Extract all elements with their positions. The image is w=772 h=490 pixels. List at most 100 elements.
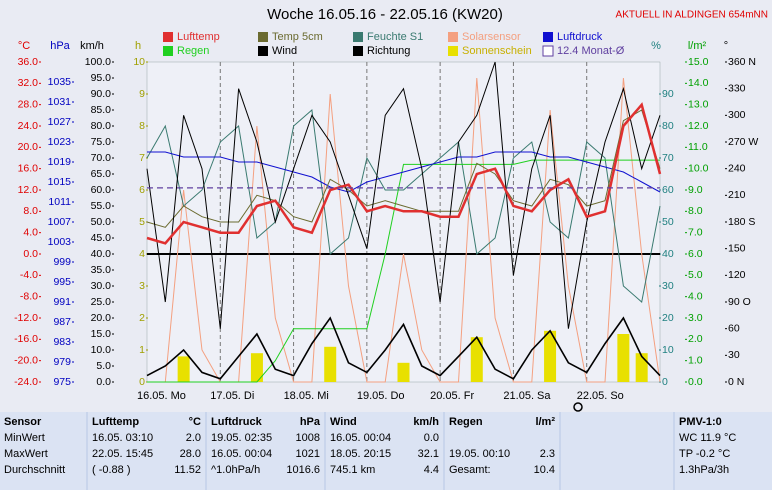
y-tick-label: 0.0: [688, 376, 703, 388]
y-tick-label: 20.0: [18, 141, 39, 153]
axis-unit: °: [724, 40, 728, 52]
series-line: [147, 151, 661, 193]
table-row: 19.05. 00:10 2.3: [449, 446, 555, 462]
x-tick-label: 18.05. Mi: [284, 390, 329, 402]
y-tick-label: 0: [662, 376, 668, 388]
table-row: Gesamt: 10.4: [449, 462, 555, 478]
table-column: Regen l/m² 19.05. 00:10 2.3 Gesamt: 10.4: [445, 412, 559, 490]
table-cell: 745.1 km: [330, 464, 376, 476]
y-tick-label: 9.0: [688, 184, 703, 196]
y-tick-label: 7: [139, 152, 145, 164]
y-tick-label: 1007: [48, 216, 72, 228]
y-tick-label: 32.0: [18, 77, 39, 89]
series-line: [146, 316, 661, 380]
table-cell: Gesamt:: [449, 464, 491, 476]
legend-swatch: [258, 46, 268, 56]
y-tick-label: 6: [139, 184, 145, 196]
y-tick-label: 65.0: [91, 168, 112, 180]
y-tick-label: 330: [728, 82, 746, 94]
y-tick-label: 30: [728, 349, 740, 361]
table-cell: ^1.0hPa/h: [211, 464, 261, 476]
y-tick-label: 70: [662, 152, 674, 164]
y-tick-label: 100.0: [85, 56, 111, 68]
y-tick-label: 25.0: [91, 296, 112, 308]
y-tick-label: 270 W: [728, 136, 758, 148]
table-row: MaxWert: [4, 446, 82, 462]
y-tick-label: 987: [53, 316, 71, 328]
y-tick-label: 8.0: [688, 205, 703, 217]
axis-unit: %: [651, 40, 661, 52]
legend-swatch: [448, 46, 458, 56]
x-tick-label: 20.05. Fr: [430, 390, 474, 402]
legend-label: Lufttemp: [177, 31, 220, 43]
y-tick-label: 1: [139, 344, 145, 356]
x-tick-label: 16.05. Mo: [137, 390, 186, 402]
axis-unit: h: [135, 40, 141, 52]
y-tick-label: 2.0: [688, 333, 703, 345]
bar: [617, 334, 630, 382]
y-tick-label: 70.0: [91, 152, 112, 164]
legend-swatch: [353, 32, 363, 42]
table-header: PMV-1:0: [679, 414, 768, 430]
table-row: Durchschnitt: [4, 462, 82, 478]
x-tick-label: 17.05. Di: [210, 390, 254, 402]
y-tick-label: 999: [53, 256, 71, 268]
y-tick-label: 12.0: [688, 120, 709, 132]
y-tick-label: -8.0: [20, 290, 38, 302]
y-tick-label: 60: [728, 322, 740, 334]
y-tick-label: 40: [662, 248, 674, 260]
table-row: 16.05. 00:04 1021: [211, 446, 320, 462]
y-tick-label: 40.0: [91, 248, 112, 260]
table-cell: 0.0: [423, 432, 439, 444]
table-cell: 1.3hPa/3h: [679, 464, 730, 476]
y-tick-label: 0: [139, 376, 145, 388]
y-tick-label: 120: [728, 269, 746, 281]
table-row: 22.05. 15:45 28.0: [92, 446, 201, 462]
y-tick-label: 36.0: [18, 56, 39, 68]
table-cell: 1008: [295, 432, 320, 444]
table-cell: MaxWert: [4, 448, 48, 460]
table-row: WC 11.9 °C: [679, 430, 768, 446]
table-cell: Durchschnitt: [4, 464, 66, 476]
table-column: Luftdruck hPa 19.05. 02:35 1008 16.05. 00:04…: [207, 412, 324, 490]
y-tick-label: 85.0: [91, 104, 112, 116]
series-line: [146, 102, 662, 245]
y-tick-label: 240: [728, 162, 746, 174]
table-cell: 10.4: [533, 464, 555, 476]
table-header: Regen l/m²: [449, 414, 555, 430]
y-tick-label: 8: [139, 120, 145, 132]
y-tick-label: 1031: [48, 96, 72, 108]
table-cell: 18.05. 20:15: [330, 448, 392, 460]
table-cell: 22.05. 15:45: [92, 448, 154, 460]
y-tick-label: 10.0: [91, 344, 112, 356]
table-cell: 2.3: [539, 448, 555, 460]
y-tick-label: 0 N: [728, 376, 744, 388]
y-tick-label: 2: [139, 312, 145, 324]
y-tick-label: 360 N: [728, 56, 756, 68]
y-tick-label: 210: [728, 189, 746, 201]
y-tick-label: 60.0: [91, 184, 112, 196]
series-line: [147, 159, 660, 383]
header-cell: °C: [188, 416, 201, 428]
y-tick-label: 11.0: [688, 141, 708, 153]
y-tick-label: 4.0: [23, 226, 38, 238]
y-tick-label: 50.0: [91, 216, 112, 228]
y-tick-label: 1035: [48, 76, 72, 88]
legend-swatch: [543, 32, 553, 42]
table-cell: WC 11.9 °C: [679, 432, 737, 444]
table-cell: TP -0.2 °C: [679, 448, 731, 460]
marker-icon: [573, 402, 583, 412]
y-tick-label: 10.0: [688, 162, 709, 174]
y-tick-label: 35.0: [91, 264, 112, 276]
y-tick-label: 1011: [48, 196, 71, 208]
y-tick-label: -24.0: [14, 376, 38, 388]
y-tick-label: 30.0: [91, 280, 112, 292]
y-tick-label: 60: [662, 184, 674, 196]
axis-unit: hPa: [50, 40, 70, 52]
y-tick-label: 983: [53, 336, 71, 348]
y-tick-label: 7.0: [688, 226, 703, 238]
y-tick-label: -20.0: [14, 354, 38, 366]
y-tick-label: 9: [139, 88, 145, 100]
y-tick-label: 180 S: [728, 216, 755, 228]
